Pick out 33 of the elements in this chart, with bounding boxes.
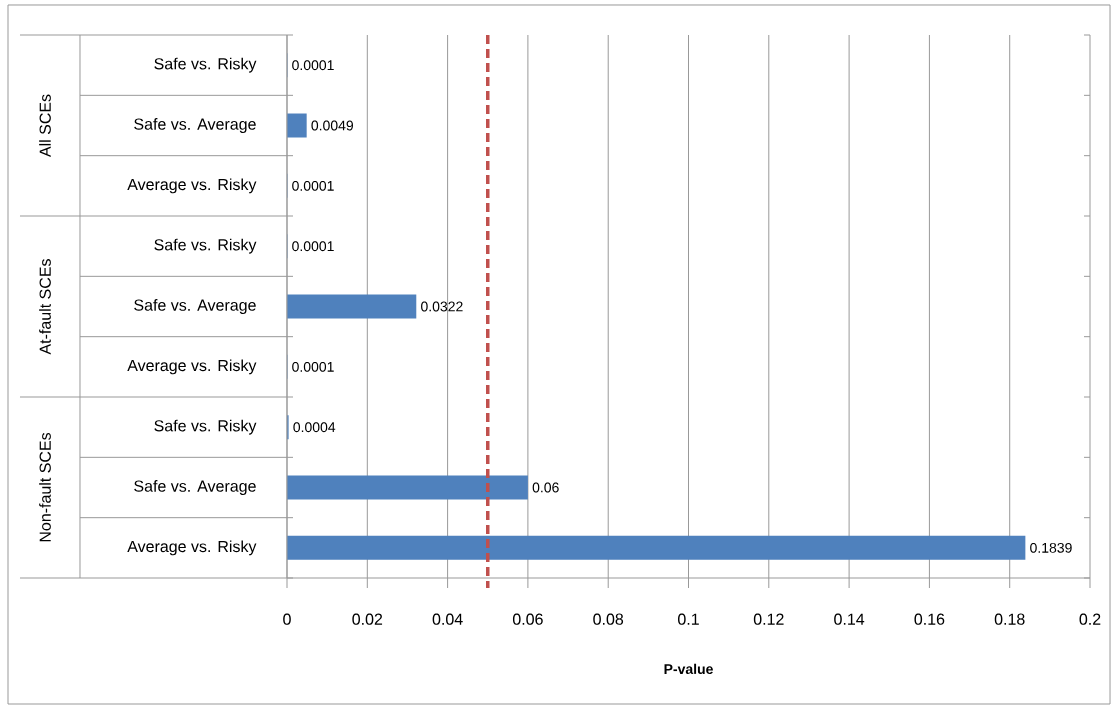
x-tick-label: 0	[283, 613, 291, 625]
y-tick-label: Safe vs. Risky	[154, 419, 257, 435]
x-tick-label: 0.1	[678, 613, 699, 625]
y-tick-label: Safe vs. Average	[134, 299, 256, 314]
y-tick-label: Average vs. Risky	[127, 359, 257, 375]
x-axis-title: P-value	[664, 663, 713, 675]
x-tick-label: 0.18	[994, 613, 1025, 625]
y-tick-label: Safe vs. Risky	[154, 57, 257, 73]
y-tick-label: Safe vs. Risky	[154, 238, 257, 254]
y-tick-label: Safe vs. Average	[134, 118, 256, 133]
x-tick-label: 0.12	[753, 613, 784, 625]
y-tick-label: Average vs. Risky	[127, 178, 257, 194]
data-label: 0.0001	[292, 180, 334, 191]
x-tick-label: 0.14	[834, 613, 865, 625]
text: Non-fault SCEs	[39, 432, 51, 542]
data-label: 0.0049	[311, 120, 354, 131]
x-tick-label: 0.04	[432, 613, 463, 625]
data-label: 0.1839	[1030, 542, 1072, 553]
x-tick-label: 0.16	[914, 613, 945, 625]
data-label: 0.0001	[292, 60, 334, 71]
x-tick-label: 0.08	[593, 613, 624, 625]
data-label: 0.06	[532, 482, 559, 493]
x-tick-label: 0.06	[512, 613, 543, 625]
text: All SCEs	[39, 94, 51, 158]
x-tick-label: 0.2	[1079, 613, 1101, 625]
data-label: 0.0322	[421, 301, 463, 312]
data-label: 0.0004	[293, 422, 336, 433]
data-label: 0.0001	[292, 361, 334, 372]
y-tick-label: Average vs. Risky	[127, 540, 257, 556]
text: At-fault SCEs	[39, 259, 51, 355]
x-tick-label: 0.02	[352, 613, 383, 625]
data-label: 0.0001	[292, 241, 334, 252]
y-tick-label: Safe vs. Average	[134, 480, 256, 495]
